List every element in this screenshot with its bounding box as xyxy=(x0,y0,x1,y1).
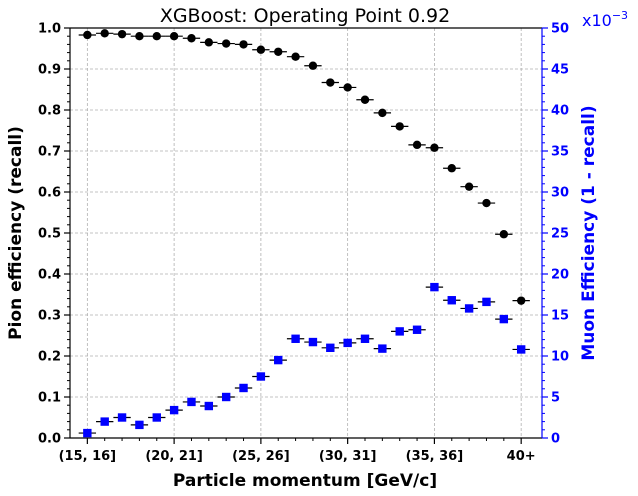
pion-point xyxy=(83,30,92,40)
muon-point xyxy=(308,337,318,347)
right-tick-label: 5 xyxy=(551,391,560,406)
pion-point xyxy=(256,45,266,54)
muon-point xyxy=(378,344,387,353)
x-tick-label: 40+ xyxy=(507,449,536,464)
muon-point xyxy=(221,392,231,402)
right-tick-label: 40 xyxy=(551,104,569,119)
pion-point xyxy=(169,32,179,41)
pion-point xyxy=(239,40,248,49)
pion-point xyxy=(482,198,491,208)
muon-point xyxy=(464,304,474,313)
left-tick-label: 0.9 xyxy=(38,63,61,78)
pion-point xyxy=(412,140,422,150)
x-tick-label: (15, 16] xyxy=(59,449,117,464)
pion-point xyxy=(135,32,144,41)
x-tick-label: (25, 26] xyxy=(232,449,290,464)
muon-point xyxy=(239,383,248,393)
left-y-axis: 0.0 0.1 0.2 0.3 0.4 0.5 0.6 0.7 0.8 0.9 1.0 xyxy=(38,22,70,447)
right-tick-label: 45 xyxy=(551,63,569,78)
x-tick-label: (35, 36] xyxy=(406,449,464,464)
muon-point xyxy=(516,345,526,354)
pion-point xyxy=(430,143,439,152)
muon-point xyxy=(430,282,439,292)
muon-point xyxy=(482,297,491,307)
right-tick-label: 50 xyxy=(551,22,569,37)
left-tick-label: 0.5 xyxy=(38,227,61,242)
left-tick-label: 1.0 xyxy=(38,22,61,37)
left-tick-label: 0.0 xyxy=(38,432,61,447)
left-tick-label: 0.2 xyxy=(38,350,61,365)
pion-point xyxy=(464,182,474,191)
muon-point xyxy=(152,413,161,422)
left-tick-label: 0.7 xyxy=(38,145,61,160)
muon-point xyxy=(83,428,92,438)
pion-point xyxy=(378,108,387,118)
muon-point xyxy=(326,343,335,352)
left-tick-label: 0.1 xyxy=(38,391,61,406)
pion-point xyxy=(447,164,456,173)
muon-point xyxy=(117,413,127,422)
pion-series xyxy=(78,29,530,305)
muon-point xyxy=(204,401,214,411)
pion-point xyxy=(100,29,109,38)
right-tick-label: 25 xyxy=(551,227,569,242)
muon-point xyxy=(274,355,283,365)
right-tick-label: 10 xyxy=(551,350,569,365)
pion-point xyxy=(187,34,196,43)
muon-point xyxy=(447,296,456,305)
muon-point xyxy=(169,405,179,415)
muon-point xyxy=(100,417,109,426)
chart-title: XGBoost: Operating Point 0.92 xyxy=(160,5,450,27)
x-axis-label: Particle momentum [GeV/c] xyxy=(173,471,437,491)
pion-point xyxy=(326,78,335,87)
right-tick-label: 30 xyxy=(551,186,569,201)
pion-point xyxy=(308,61,318,70)
left-tick-label: 0.8 xyxy=(38,104,61,119)
x-axis: (15, 16] (20, 21] (25, 26] (30, 31] (35, 36]… xyxy=(59,438,536,464)
pion-point xyxy=(204,38,214,47)
muon-point xyxy=(135,420,144,430)
muon-point xyxy=(395,327,404,336)
right-tick-label: 20 xyxy=(551,268,569,283)
pion-point xyxy=(499,230,509,239)
left-tick-label: 0.6 xyxy=(38,186,61,201)
muon-point xyxy=(291,334,300,343)
left-axis-label: Pion efficiency (recall) xyxy=(6,126,26,340)
pion-point xyxy=(516,296,526,305)
muon-point xyxy=(499,314,509,324)
pion-point xyxy=(395,122,404,131)
right-tick-label: 15 xyxy=(551,309,569,324)
muon-point xyxy=(187,397,196,407)
muon-point xyxy=(343,338,352,348)
right-tick-label: 0 xyxy=(551,432,560,447)
muon-point xyxy=(412,325,422,334)
left-tick-label: 0.3 xyxy=(38,309,61,324)
muon-point xyxy=(256,372,266,381)
pion-point xyxy=(152,32,161,41)
x-tick-label: (30, 31] xyxy=(319,449,377,464)
right-axis-multiplier: x10−3 xyxy=(582,9,628,30)
grid-layer xyxy=(70,27,542,439)
right-y-axis: 0 5 10 15 20 25 30 35 40 45 50 xyxy=(542,22,569,447)
muon-series xyxy=(78,282,530,438)
muon-point xyxy=(360,334,370,343)
right-tick-label: 35 xyxy=(551,145,569,160)
pion-point xyxy=(360,95,370,104)
left-tick-label: 0.4 xyxy=(38,268,61,283)
pion-point xyxy=(221,39,231,48)
right-axis-label: Muon Efficiency (1 - recall) xyxy=(579,105,599,360)
pion-point xyxy=(117,29,127,39)
pion-point xyxy=(291,52,300,61)
pion-point xyxy=(274,47,283,56)
x-tick-label: (20, 21] xyxy=(145,449,203,464)
pion-point xyxy=(343,83,352,92)
